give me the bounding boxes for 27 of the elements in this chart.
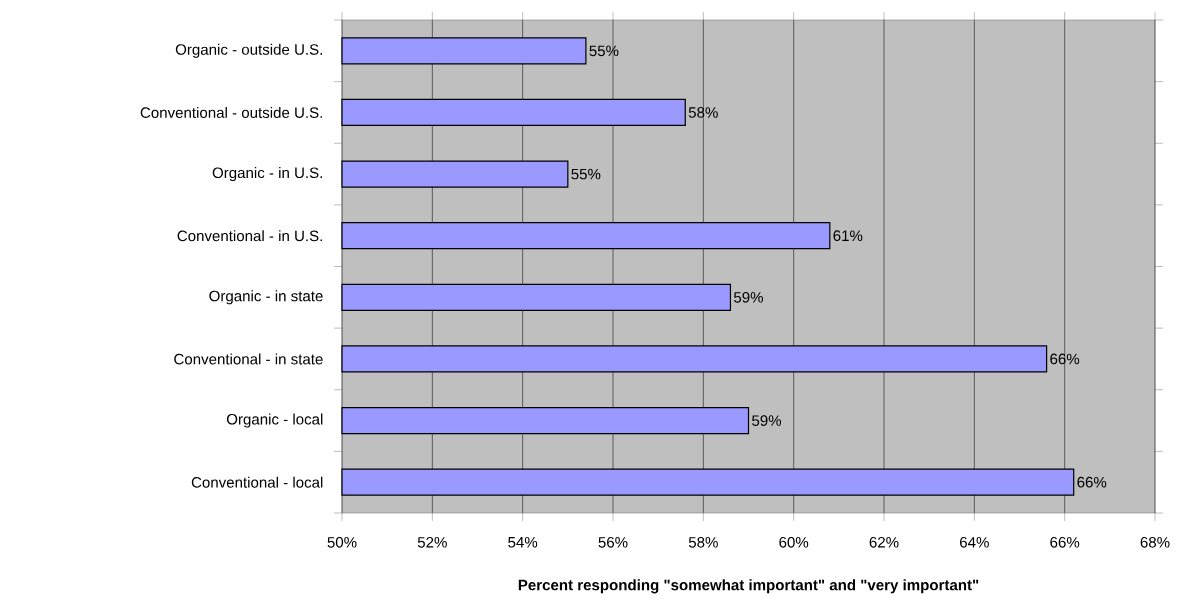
x-tick-label: 58%: [688, 536, 718, 548]
y-tick-label: Organic - in U.S.: [212, 167, 322, 182]
data-label: 58%: [688, 107, 718, 118]
y-tick-label: Conventional - in U.S.: [177, 230, 322, 242]
x-tick-label: 62%: [869, 536, 899, 548]
y-tick-label: Conventional - in state: [174, 353, 323, 365]
x-tick-label: 50%: [327, 536, 357, 548]
data-label: 59%: [752, 415, 782, 426]
data-label: 61%: [833, 230, 863, 242]
data-label: 55%: [589, 45, 619, 57]
y-tick-label: Conventional - local: [191, 476, 323, 488]
data-label: 66%: [1050, 353, 1080, 365]
y-tick-label: Organic - local: [226, 413, 323, 428]
data-label: 59%: [733, 291, 763, 303]
data-label: 55%: [571, 168, 601, 180]
x-tick-label: 68%: [1140, 536, 1170, 548]
x-tick-label: 52%: [417, 536, 447, 548]
x-tick-label: 60%: [779, 536, 809, 548]
y-tick-label: Organic - outside U.S.: [175, 43, 322, 58]
y-tick-label: Organic - in state: [209, 290, 323, 305]
x-axis-title: Percent responding "somewhat important" and "very important": [518, 579, 979, 594]
y-tick-label: Conventional - outside U.S.: [140, 106, 322, 118]
x-tick-label: 66%: [1050, 536, 1080, 548]
x-tick-label: 54%: [508, 536, 538, 548]
x-tick-label: 56%: [598, 536, 628, 548]
data-label: 66%: [1077, 476, 1107, 488]
x-tick-label: 64%: [960, 536, 989, 548]
